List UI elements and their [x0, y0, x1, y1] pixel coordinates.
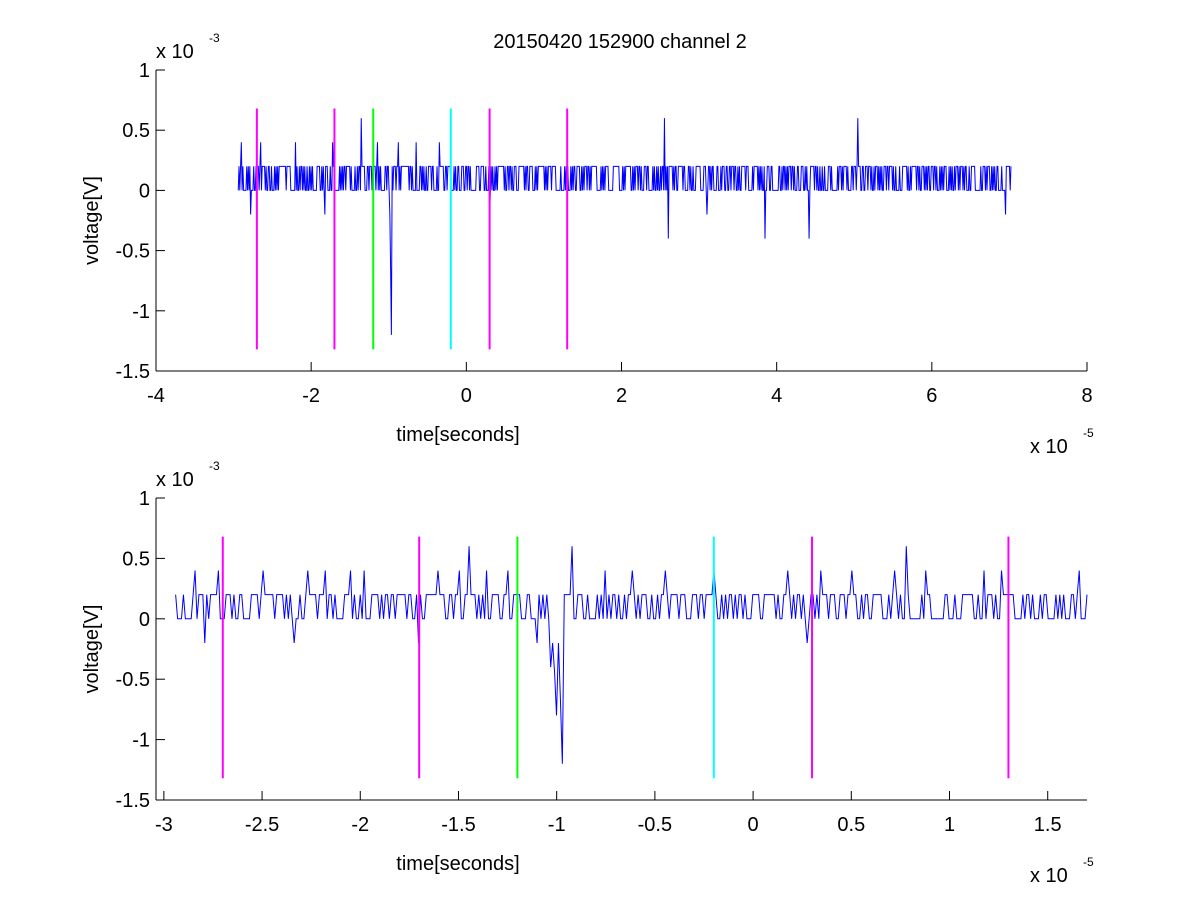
x-tick-label: -3 [155, 814, 173, 836]
x-tick-label: 4 [771, 385, 782, 407]
x-tick-label: 6 [926, 385, 937, 407]
y-tick-label: -0.5 [116, 669, 150, 691]
y-multiplier-exponent: -3 [209, 459, 220, 473]
x-multiplier-label: x 10 [1030, 436, 1068, 458]
x-tick-label: -2.5 [245, 814, 279, 836]
y-tick-label: 0 [139, 609, 150, 631]
y-tick-label: -1 [132, 301, 150, 323]
signal-trace [237, 118, 1012, 335]
x-tick-label: 1.5 [1034, 814, 1062, 836]
top-panel: -1.5 -1 -0.5 0 0.5 1 -4 -2 0 2 4 6 8 time[seconds] vol… [81, 31, 1094, 458]
x-multiplier-exponent: -5 [1083, 426, 1094, 440]
y-tick-label: 1 [139, 488, 150, 510]
x-tick-label: 0.5 [837, 814, 865, 836]
x-tick-label: 1 [944, 814, 955, 836]
x-tick-label: 0 [461, 385, 472, 407]
y-tick-label: -1.5 [116, 361, 150, 383]
bottom-panel: -1.5 -1 -0.5 0 0.5 1 -3 -2.5 -2 -1.5 -1 -0.5 0 0.5 1 1.… [81, 459, 1094, 887]
x-tick-label: 2 [616, 385, 627, 407]
y-tick-label: -1.5 [116, 790, 150, 812]
x-tick-label: -1.5 [441, 814, 475, 836]
y-multiplier-label: x 10 [156, 469, 194, 491]
y-axis-label: voltage[V] [81, 605, 103, 694]
x-tick-label: 8 [1081, 385, 1092, 407]
x-axis-label: time[seconds] [396, 853, 519, 875]
x-tick-label: -2 [351, 814, 369, 836]
y-multiplier-label: x 10 [156, 41, 194, 63]
y-multiplier-exponent: -3 [209, 31, 220, 45]
figure-title: 20150420 152900 channel 2 [493, 31, 747, 53]
x-tick-label: -2 [302, 385, 320, 407]
y-axis-label: voltage[V] [81, 176, 103, 265]
y-tick-label: 1 [139, 60, 150, 82]
y-tick-label: 0 [139, 180, 150, 202]
y-tick-label: 0.5 [122, 548, 150, 570]
x-tick-label: -1 [548, 814, 566, 836]
x-multiplier-exponent: -5 [1083, 855, 1094, 869]
y-tick-label: -0.5 [116, 241, 150, 263]
x-tick-label: 0 [748, 814, 759, 836]
y-tick-label: 0.5 [122, 120, 150, 142]
signal-trace [175, 546, 1088, 764]
x-multiplier-label: x 10 [1030, 865, 1068, 887]
x-tick-label: -0.5 [638, 814, 672, 836]
y-tick-label: -1 [132, 730, 150, 752]
x-axis-label: time[seconds] [396, 424, 519, 446]
x-tick-label: -4 [147, 385, 165, 407]
